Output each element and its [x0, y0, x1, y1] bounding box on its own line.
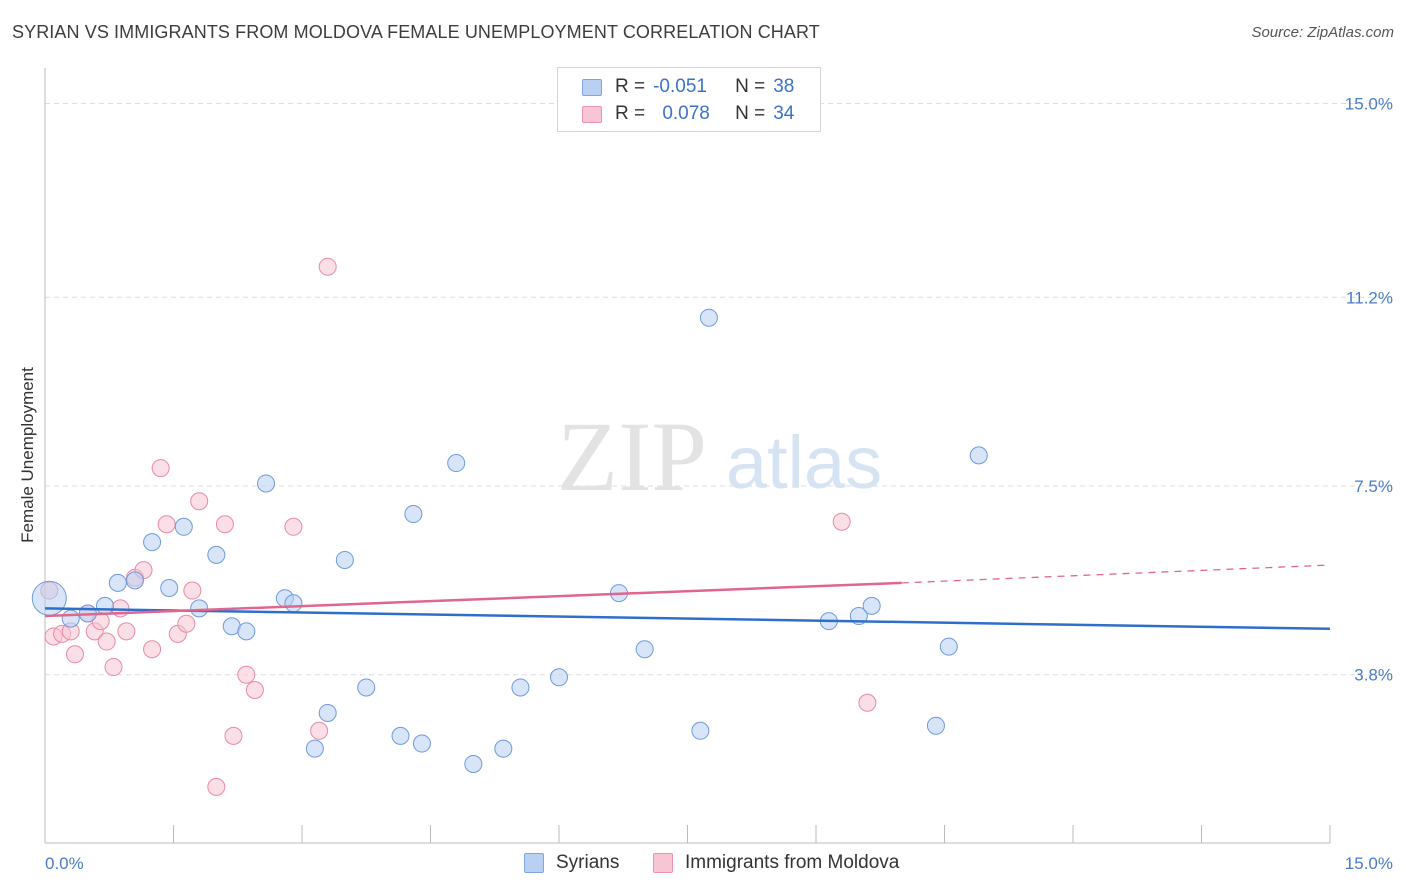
syrians-trend-line [44, 607, 1331, 631]
legend-item-moldova: Immigrants from Moldova [653, 852, 899, 874]
legend-label-moldova: Immigrants from Moldova [685, 852, 900, 873]
y-tick-label: 15.0% [1345, 95, 1393, 114]
legend-row-syrians: R = -0.051 N = 38 [582, 74, 794, 100]
legend-n-value-moldova: 34 [773, 103, 795, 124]
syrians-point [190, 599, 209, 618]
syrians-point [494, 739, 513, 758]
syrians-point [699, 308, 718, 327]
moldova-point [157, 515, 176, 534]
legend-n-label: N = [735, 103, 766, 124]
series-legend: Syrians Immigrants from Moldova [0, 852, 1406, 878]
chart-title: SYRIAN VS IMMIGRANTS FROM MOLDOVA FEMALE… [12, 22, 820, 42]
legend-r-label: R = [615, 76, 646, 97]
syrians-point [404, 505, 423, 524]
syrians-point [691, 721, 710, 740]
moldova-point [177, 614, 196, 633]
syrians-point [108, 573, 127, 592]
watermark: ZIP atlas [557, 401, 882, 512]
source-label: Source: ZipAtlas.com [1251, 24, 1394, 41]
legend-n-label: N = [735, 76, 766, 97]
y-tick-label: 7.5% [1354, 477, 1393, 496]
moldova-point [284, 517, 303, 536]
syrians-point [969, 446, 988, 465]
syrians-swatch [582, 78, 602, 96]
syrians-point [284, 594, 303, 613]
moldova-point [224, 726, 243, 745]
moldova-point [143, 640, 162, 659]
moldova-point [97, 632, 116, 651]
syrians-point [31, 580, 67, 616]
syrians-point [926, 716, 945, 735]
moldova-trend-line [44, 581, 902, 618]
legend-r-value-syrians: -0.051 [653, 76, 707, 97]
moldova-point [117, 622, 136, 641]
syrians-point [318, 703, 337, 722]
syrians-point [391, 726, 410, 745]
syrians-point [635, 640, 654, 659]
moldova-point [832, 512, 851, 531]
moldova-point [190, 492, 209, 511]
moldova-point [183, 581, 202, 600]
legend-row-moldova: R = 0.078 N = 34 [582, 101, 794, 127]
syrians-legend-swatch [524, 853, 544, 873]
moldova-point [310, 721, 329, 740]
correlation-legend: R = -0.051 N = 38 R = 0.078 N = 34 [557, 67, 821, 132]
syrians-point [143, 533, 162, 552]
moldova-point [237, 665, 256, 684]
moldova-point [245, 681, 264, 699]
moldova-point [858, 693, 877, 712]
watermark-atlas: atlas [726, 421, 882, 504]
moldova-trend-extension [901, 564, 1331, 584]
x-tick-label: 0.0% [45, 854, 84, 873]
legend-label-syrians: Syrians [556, 852, 620, 873]
syrians-point [305, 739, 324, 758]
moldova-point [318, 257, 337, 276]
moldova-swatch [582, 105, 602, 123]
syrians-point [447, 454, 466, 473]
syrians-point [335, 550, 354, 569]
syrians-point [939, 637, 958, 656]
legend-item-syrians: Syrians [524, 852, 619, 874]
moldova-point [104, 658, 123, 677]
legend-r-value-moldova: 0.078 [662, 103, 710, 124]
syrians-point [237, 622, 256, 641]
moldova-point [215, 515, 234, 534]
syrians-point [160, 579, 179, 597]
syrians-point [862, 596, 881, 615]
moldova-legend-swatch [653, 853, 673, 873]
syrians-point [357, 678, 376, 697]
syrians-point [95, 596, 114, 615]
syrians-point [464, 754, 483, 773]
syrians-point [207, 545, 226, 564]
moldova-point [207, 777, 226, 796]
syrians-point [174, 517, 193, 536]
x-tick-label: 15.0% [1345, 854, 1393, 873]
syrians-point [550, 668, 568, 687]
moldova-point [65, 645, 84, 664]
syrians-point [61, 609, 80, 628]
syrians-point [257, 474, 276, 493]
syrians-point [412, 734, 431, 753]
syrians-point [125, 571, 144, 590]
y-tick-label: 3.8% [1354, 666, 1393, 685]
syrians-point [511, 678, 530, 697]
watermark-zip: ZIP [557, 401, 707, 512]
legend-n-value-syrians: 38 [773, 76, 795, 97]
legend-r-label: R = [615, 103, 646, 124]
y-tick-label: 11.2% [1346, 288, 1393, 307]
moldova-point [151, 459, 170, 478]
